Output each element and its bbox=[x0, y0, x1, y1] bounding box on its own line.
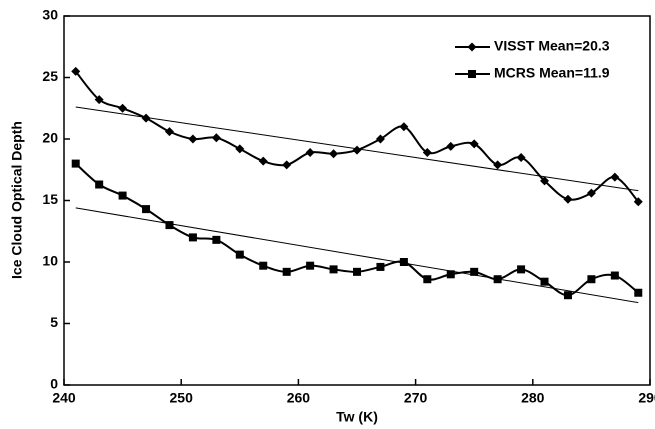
legend-marker bbox=[467, 42, 477, 52]
marker bbox=[587, 275, 596, 284]
marker bbox=[282, 160, 292, 170]
marker bbox=[235, 250, 244, 259]
y-tick-label: 0 bbox=[50, 376, 58, 392]
marker bbox=[540, 277, 549, 286]
marker bbox=[446, 270, 455, 279]
marker bbox=[633, 197, 643, 207]
y-tick-label: 15 bbox=[42, 191, 58, 207]
y-tick-label: 20 bbox=[42, 130, 58, 146]
marker bbox=[94, 95, 104, 105]
marker bbox=[188, 134, 198, 144]
marker bbox=[610, 271, 619, 280]
marker bbox=[305, 148, 315, 158]
y-axis-label: Ice Cloud Optical Depth bbox=[9, 121, 25, 279]
marker bbox=[540, 176, 550, 186]
x-tick-label: 250 bbox=[170, 390, 194, 406]
marker bbox=[282, 267, 291, 276]
y-tick-label: 25 bbox=[42, 68, 58, 84]
marker bbox=[446, 141, 456, 151]
marker bbox=[610, 172, 620, 182]
marker bbox=[188, 233, 197, 242]
marker bbox=[493, 275, 502, 284]
marker bbox=[329, 265, 338, 274]
y-tick-label: 10 bbox=[42, 253, 58, 269]
marker bbox=[118, 191, 127, 200]
marker bbox=[376, 262, 385, 271]
marker bbox=[353, 267, 361, 276]
x-tick-label: 280 bbox=[521, 390, 545, 406]
marker bbox=[399, 258, 408, 266]
marker bbox=[469, 139, 479, 149]
marker bbox=[493, 160, 503, 170]
marker bbox=[517, 265, 526, 274]
marker bbox=[516, 152, 526, 162]
x-tick-label: 240 bbox=[52, 390, 76, 406]
marker bbox=[118, 103, 128, 113]
legend-label: VISST Mean=20.3 bbox=[494, 38, 610, 54]
marker bbox=[141, 113, 151, 123]
x-tick-label: 270 bbox=[404, 390, 428, 406]
marker bbox=[352, 145, 362, 155]
marker bbox=[71, 159, 80, 168]
marker bbox=[422, 148, 432, 158]
x-tick-label: 260 bbox=[287, 390, 311, 406]
marker bbox=[258, 156, 268, 166]
marker bbox=[563, 291, 572, 300]
legend-marker bbox=[468, 70, 476, 78]
legend-label: MCRS Mean=11.9 bbox=[494, 65, 610, 81]
marker bbox=[375, 134, 385, 144]
marker bbox=[563, 194, 573, 204]
x-tick-label: 290 bbox=[638, 390, 655, 406]
marker bbox=[212, 235, 221, 244]
marker bbox=[95, 180, 104, 189]
marker bbox=[329, 149, 339, 159]
marker bbox=[259, 261, 268, 270]
marker bbox=[306, 261, 315, 270]
marker bbox=[165, 221, 174, 230]
y-tick-label: 5 bbox=[50, 314, 58, 330]
marker bbox=[71, 66, 81, 76]
marker bbox=[235, 144, 245, 154]
marker bbox=[634, 288, 643, 297]
x-axis-label: Tw (K) bbox=[336, 409, 378, 425]
y-tick-label: 30 bbox=[42, 7, 58, 23]
marker bbox=[470, 267, 479, 276]
marker bbox=[586, 188, 596, 198]
marker bbox=[423, 275, 432, 284]
series-line bbox=[74, 70, 640, 203]
marker bbox=[211, 133, 221, 143]
marker bbox=[399, 122, 409, 132]
marker bbox=[142, 205, 151, 214]
marker bbox=[164, 127, 174, 137]
